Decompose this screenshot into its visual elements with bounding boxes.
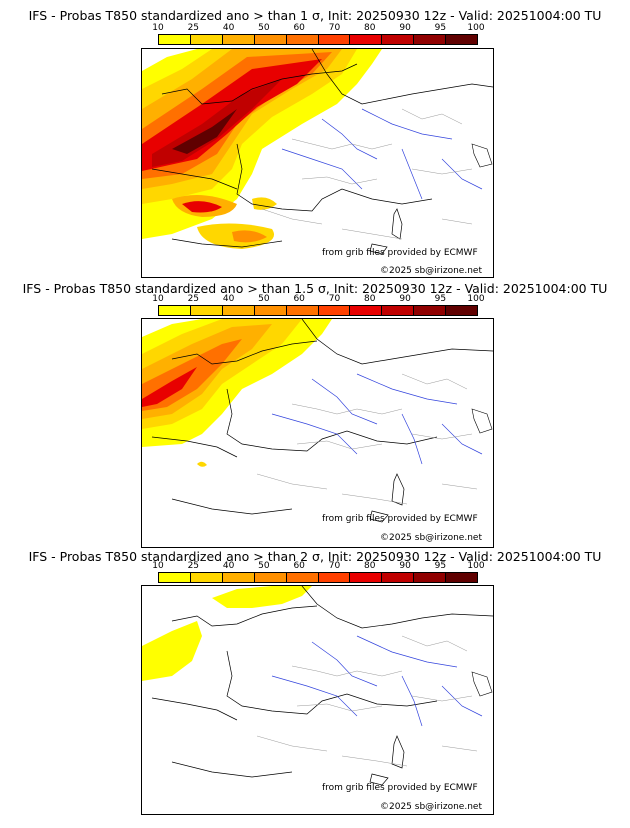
- colorbar-tick: 100: [467, 294, 485, 304]
- colorbar-swatch: [446, 35, 478, 44]
- panel-title: IFS - Probas T850 standardized ano > tha…: [28, 8, 602, 23]
- colorbar-tick: 10: [152, 294, 164, 304]
- colorbar-tick: 50: [258, 23, 270, 33]
- colorbar-tick: 40: [222, 294, 235, 304]
- colorbar-swatch: [286, 35, 319, 44]
- colorbar-swatch: [254, 35, 287, 44]
- colorbar-swatch: [222, 573, 255, 582]
- colorbar-swatch: [382, 306, 415, 315]
- colorbar-swatch: [254, 573, 287, 582]
- colorbar-swatch: [446, 573, 478, 582]
- colorbar-tick: 40: [222, 561, 235, 571]
- colorbar-swatch: [159, 306, 191, 315]
- colorbar-tick: 70: [328, 23, 341, 33]
- colorbar-tick: 10: [152, 561, 164, 571]
- colorbar-swatch: [350, 573, 383, 582]
- colorbar-tick: 70: [328, 294, 341, 304]
- colorbar-tick: 90: [399, 561, 411, 571]
- colorbar-tick: 80: [364, 561, 376, 571]
- probability-map: [141, 585, 494, 815]
- panel-title: IFS - Probas T850 standardized ano > tha…: [28, 549, 602, 564]
- colorbar-swatch: [318, 573, 351, 582]
- colorbar-swatch: [318, 35, 351, 44]
- colorbar-swatch: [414, 573, 447, 582]
- colorbar-tick: 90: [399, 23, 411, 33]
- colorbar-swatch: [190, 35, 223, 44]
- credit-source: from grib files provided by ECMWF: [322, 514, 478, 524]
- probability-map: [141, 318, 494, 548]
- colorbar-swatch: [254, 306, 287, 315]
- colorbar-swatch: [350, 35, 383, 44]
- colorbar-tick: 25: [187, 23, 200, 33]
- colorbar-swatch: [446, 306, 478, 315]
- colorbar-swatch: [222, 35, 255, 44]
- map-panel-3: IFS - Probas T850 standardized ano > tha…: [0, 543, 630, 828]
- colorbar-ticks: 10 25 40 50 60 70 80 90 95 100: [152, 561, 484, 571]
- colorbar-tick: 80: [364, 294, 376, 304]
- colorbar-swatch: [159, 573, 191, 582]
- colorbar: [158, 572, 478, 583]
- colorbar-tick: 100: [467, 561, 485, 571]
- colorbar-tick: 90: [399, 294, 411, 304]
- colorbar-tick: 95: [434, 294, 447, 304]
- colorbar-tick: 80: [364, 23, 376, 33]
- colorbar-tick: 10: [152, 23, 164, 33]
- colorbar-swatch: [222, 306, 255, 315]
- colorbar-tick: 25: [187, 561, 200, 571]
- colorbar-tick: 50: [258, 294, 270, 304]
- probability-map: [141, 48, 494, 278]
- colorbar-swatch: [382, 573, 415, 582]
- colorbar-tick: 60: [293, 294, 305, 304]
- colorbar-swatch: [414, 35, 447, 44]
- credit-source: from grib files provided by ECMWF: [322, 783, 478, 793]
- colorbar-swatch: [286, 306, 319, 315]
- colorbar-tick: 60: [293, 23, 305, 33]
- colorbar-swatch: [318, 306, 351, 315]
- colorbar-tick: 40: [222, 23, 235, 33]
- colorbar-tick: 95: [434, 561, 447, 571]
- colorbar-tick: 95: [434, 23, 447, 33]
- colorbar-swatch: [382, 35, 415, 44]
- colorbar-tick: 70: [328, 561, 341, 571]
- colorbar-tick: 60: [293, 561, 305, 571]
- colorbar-tick: 25: [187, 294, 200, 304]
- colorbar-swatch: [286, 573, 319, 582]
- credit-copyright: ©2025 sb@irizone.net: [380, 533, 482, 543]
- colorbar: [158, 34, 478, 45]
- colorbar-swatch: [414, 306, 447, 315]
- credit-copyright: ©2025 sb@irizone.net: [380, 802, 482, 812]
- colorbar-swatch: [159, 35, 191, 44]
- map-panel-1: IFS - Probas T850 standardized ano > tha…: [0, 0, 630, 280]
- panel-title: IFS - Probas T850 standardized ano > tha…: [22, 281, 608, 296]
- map-panel-2: IFS - Probas T850 standardized ano > tha…: [0, 275, 630, 550]
- colorbar-tick: 50: [258, 561, 270, 571]
- colorbar-swatch: [190, 573, 223, 582]
- colorbar: [158, 305, 478, 316]
- colorbar-tick: 100: [467, 23, 485, 33]
- colorbar-ticks: 10 25 40 50 60 70 80 90 95 100: [152, 294, 484, 304]
- colorbar-ticks: 10 25 40 50 60 70 80 90 95 100: [152, 23, 484, 33]
- colorbar-swatch: [190, 306, 223, 315]
- credit-source: from grib files provided by ECMWF: [322, 248, 478, 258]
- colorbar-swatch: [350, 306, 383, 315]
- credit-copyright: ©2025 sb@irizone.net: [380, 266, 482, 276]
